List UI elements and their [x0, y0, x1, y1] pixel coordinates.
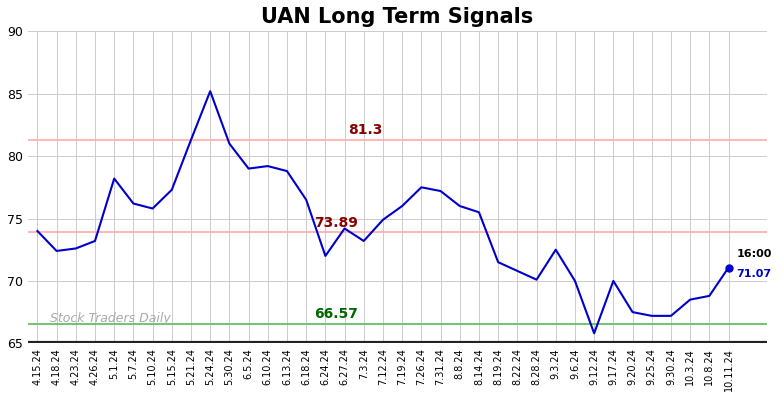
- Text: 81.3: 81.3: [348, 123, 383, 137]
- Text: 71.07: 71.07: [736, 269, 771, 279]
- Text: 66.57: 66.57: [314, 307, 358, 321]
- Text: 73.89: 73.89: [314, 216, 358, 230]
- Title: UAN Long Term Signals: UAN Long Term Signals: [261, 7, 533, 27]
- Text: Stock Traders Daily: Stock Traders Daily: [50, 312, 171, 325]
- Text: 16:00: 16:00: [736, 249, 771, 259]
